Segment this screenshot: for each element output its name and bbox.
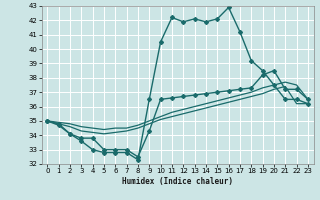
X-axis label: Humidex (Indice chaleur): Humidex (Indice chaleur)	[122, 177, 233, 186]
